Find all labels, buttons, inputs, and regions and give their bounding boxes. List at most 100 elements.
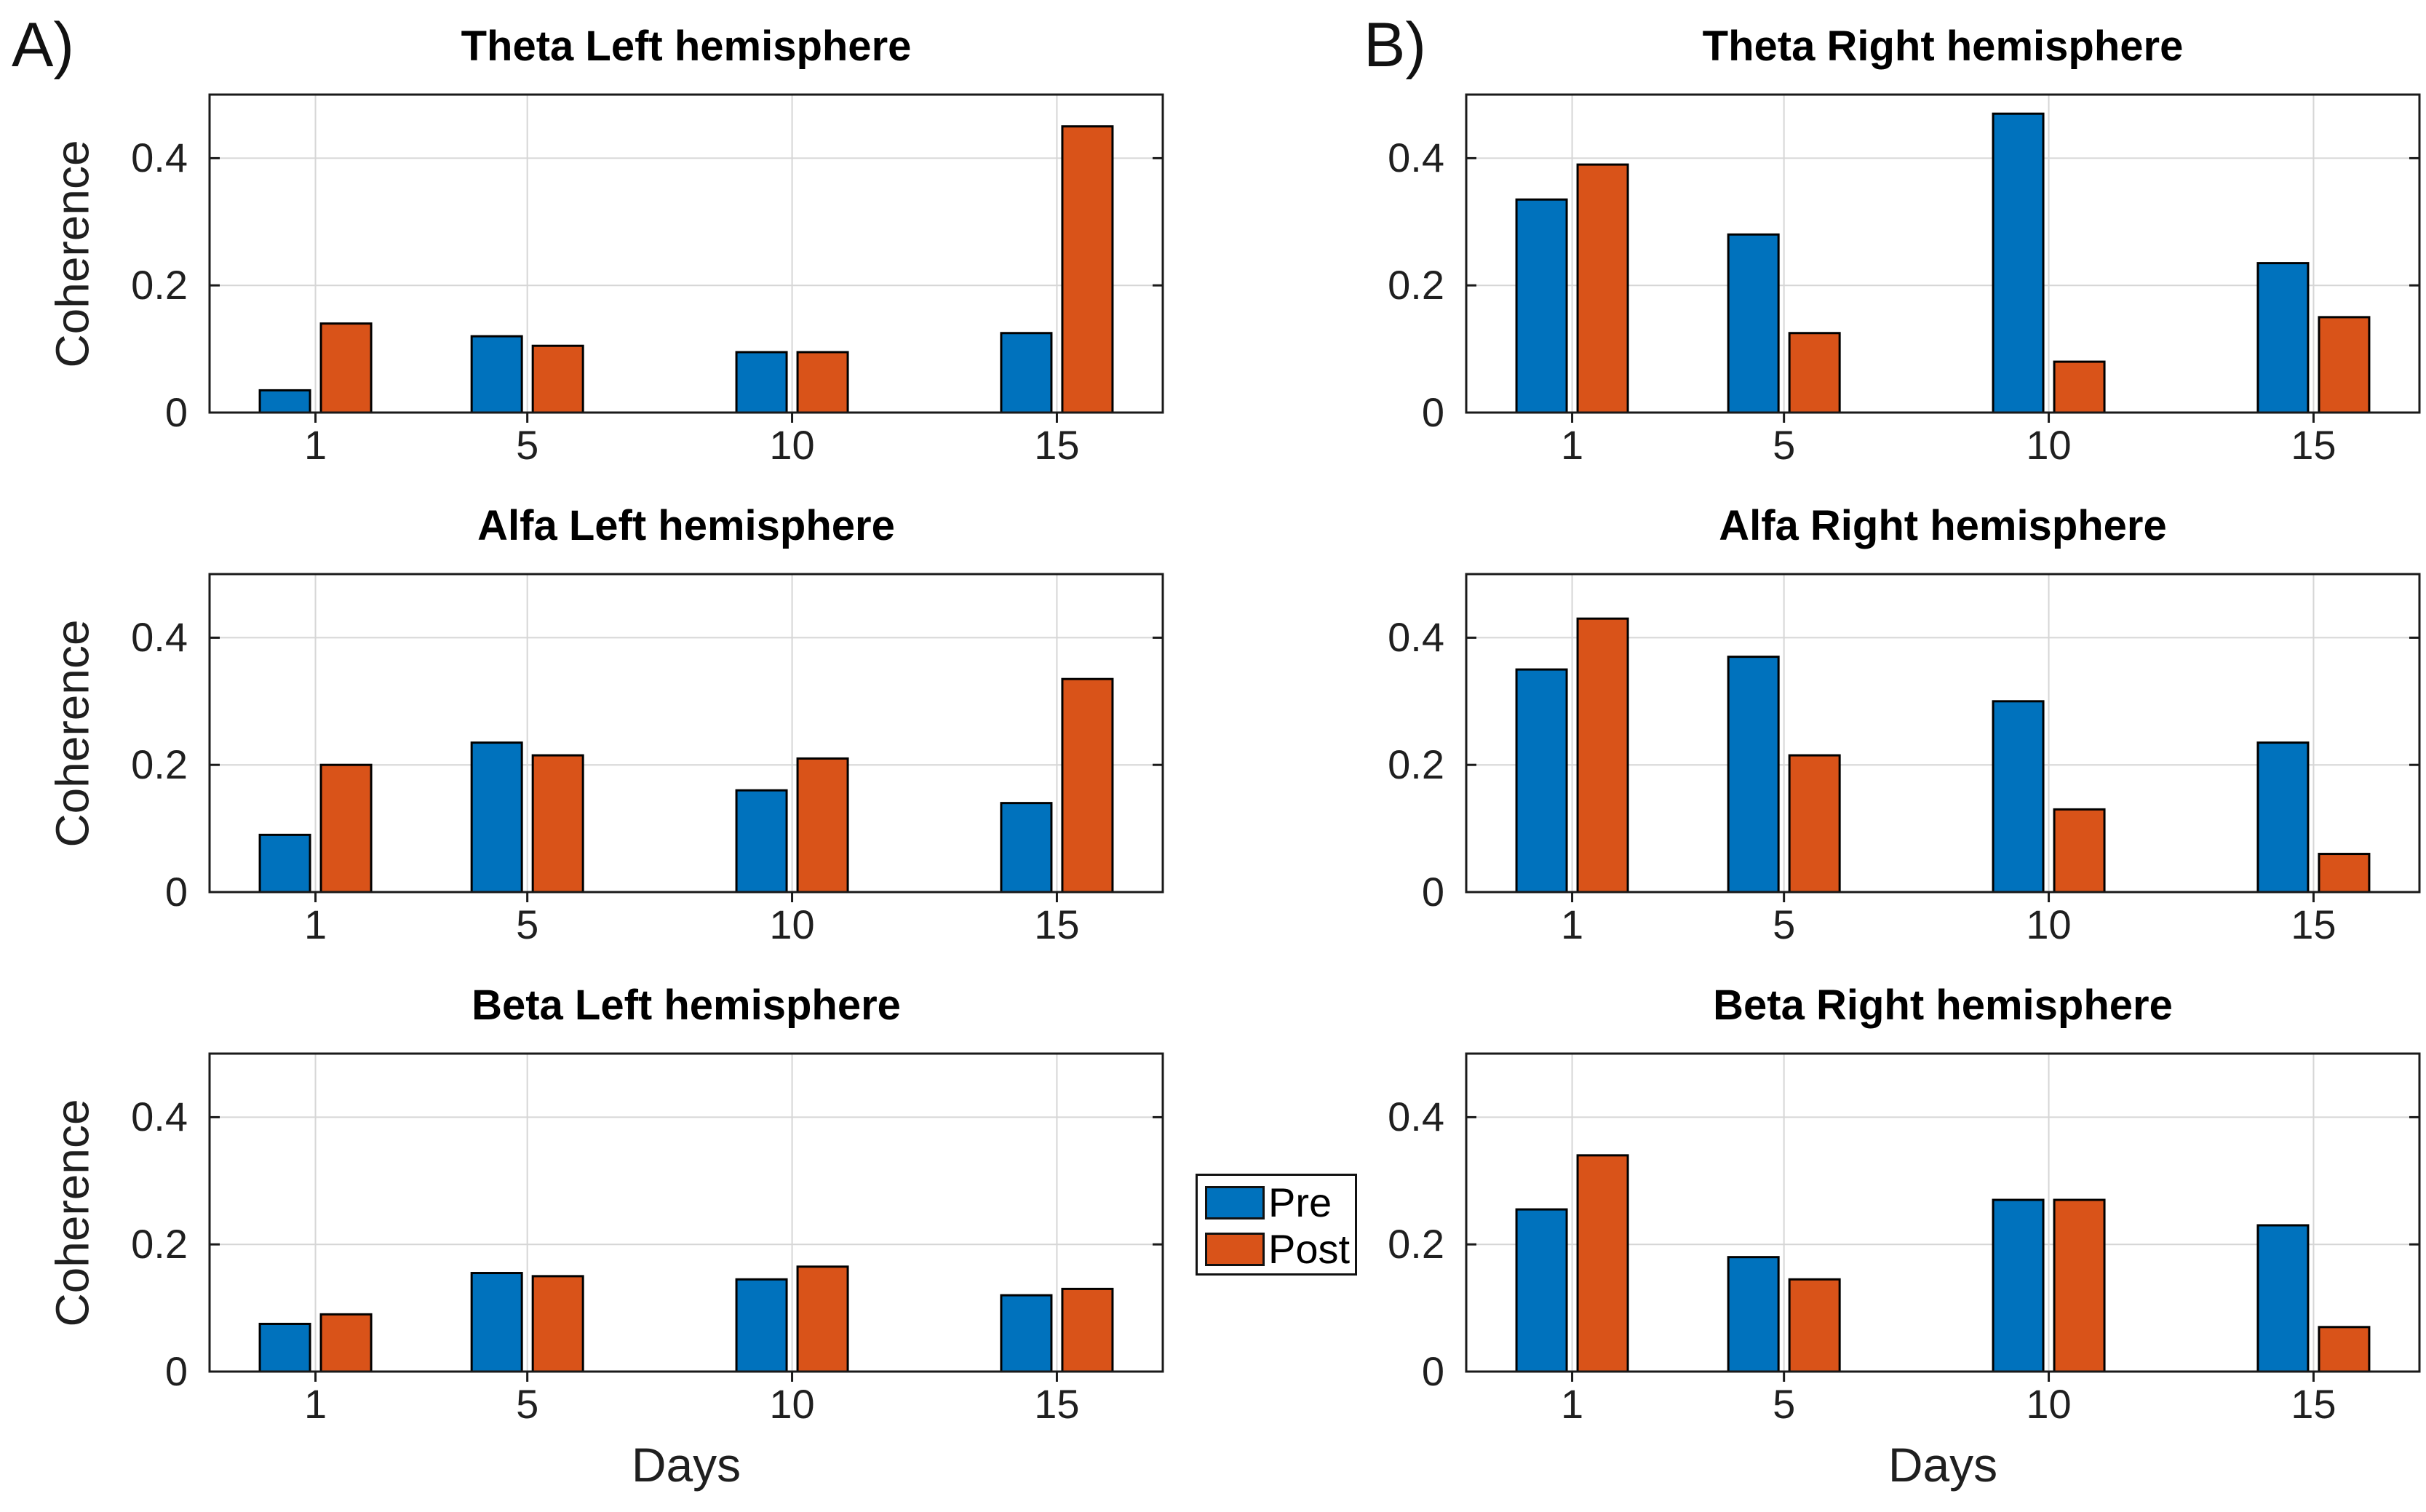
bar-series-post — [319, 125, 1114, 414]
bar-post-day15 — [1061, 125, 1114, 414]
bar-pre-day5 — [470, 335, 523, 414]
bar-post-day5 — [531, 1275, 584, 1373]
x-tick-label: 5 — [516, 422, 539, 468]
y-tick-label: 0.2 — [131, 1221, 188, 1268]
bar-pre-day10 — [1992, 112, 2045, 414]
subplot-beta-left: Beta Left hemisphere Coherence Days 0 0.2 0.4… — [47, 982, 1164, 1492]
x-tick-label: 1 — [1560, 422, 1584, 468]
bar-pre-day1 — [258, 1322, 311, 1373]
y-tick-label: 0 — [164, 389, 188, 435]
bar-series-pre — [1515, 112, 2310, 414]
x-tick-label: 15 — [1034, 1381, 1080, 1427]
bar-pre-day15 — [2256, 262, 2310, 414]
legend-swatch-pre — [1205, 1186, 1265, 1219]
x-axis-label: Days — [631, 1438, 741, 1492]
subplot-alfa-left: Alfa Left hemisphere Coherence 0 0.2 0.4 1 5 10… — [47, 502, 1164, 947]
y-tick-label: 0.4 — [131, 1094, 188, 1140]
chart-title: Beta Right hemisphere — [1713, 982, 2173, 1029]
bar-pre-day1 — [1515, 1208, 1568, 1373]
y-tick-label: 0.2 — [131, 741, 188, 788]
subplot-theta-right: Theta Right hemisphere 0 0.2 0.4 1 5 10 15 — [1388, 23, 2421, 468]
axes-box — [1465, 1052, 2421, 1373]
gridlines — [210, 1054, 1163, 1372]
legend-item-pre: Pre — [1205, 1179, 1332, 1225]
axes-box — [208, 93, 1164, 414]
bar-post-day10 — [2053, 808, 2106, 894]
x-tick-label: 15 — [2291, 902, 2336, 947]
bar-series-pre — [1515, 1198, 2310, 1373]
axis-ticks — [210, 1115, 1163, 1382]
bar-post-day5 — [1788, 754, 1841, 894]
axes-box — [1465, 93, 2421, 414]
bar-post-day5 — [531, 344, 584, 414]
bar-series-post — [1576, 617, 2371, 894]
subplot-beta-right: Beta Right hemisphere Days 0 0.2 0.4 1 5 10 15 — [1388, 982, 2421, 1492]
x-tick-label: 1 — [303, 1381, 327, 1427]
bar-series-pre — [258, 332, 1053, 414]
legend-label-pre: Pre — [1268, 1179, 1332, 1225]
y-tick-label: 0.2 — [1388, 741, 1444, 788]
x-axis-label: Days — [1888, 1438, 1998, 1492]
subplot-alfa-right: Alfa Right hemisphere 0 0.2 0.4 1 5 10 15 — [1388, 502, 2421, 947]
y-tick-label: 0.4 — [131, 135, 188, 181]
bar-pre-day10 — [1992, 1198, 2045, 1373]
bar-series-post — [1576, 1154, 2371, 1373]
y-tick-label: 0 — [1421, 869, 1444, 915]
x-tick-label: 10 — [769, 422, 815, 468]
chart-title: Theta Right hemisphere — [1702, 23, 2184, 70]
axis-ticks — [1466, 636, 2419, 902]
bar-pre-day10 — [735, 1278, 788, 1373]
bar-post-day15 — [1061, 1287, 1114, 1373]
bar-post-day1 — [1576, 163, 1629, 414]
y-tick-label: 0.4 — [1388, 135, 1444, 181]
x-tick-label: 15 — [2291, 422, 2336, 468]
x-tick-label: 1 — [303, 422, 327, 468]
chart-title: Alfa Left hemisphere — [477, 502, 895, 549]
axes-box — [208, 573, 1164, 894]
x-tick-label: 10 — [769, 1381, 815, 1427]
bar-series-post — [1576, 163, 2371, 414]
x-tick-label: 5 — [516, 1381, 539, 1427]
bar-pre-day5 — [1727, 233, 1780, 414]
x-tick-label: 5 — [1773, 1381, 1796, 1427]
bar-pre-day5 — [470, 1272, 523, 1373]
legend: Pre Post — [1196, 1174, 1357, 1276]
x-tick-label: 15 — [1034, 422, 1080, 468]
x-tick-label: 5 — [1773, 422, 1796, 468]
bar-series-pre — [1515, 656, 2310, 894]
bar-pre-day1 — [258, 833, 311, 894]
y-tick-label: 0 — [1421, 389, 1444, 435]
bar-post-day10 — [796, 1265, 849, 1373]
y-tick-label: 0.4 — [131, 614, 188, 661]
bar-pre-day5 — [470, 741, 523, 894]
bar-post-day5 — [531, 754, 584, 894]
x-tick-label: 15 — [2291, 1381, 2336, 1427]
bar-post-day15 — [1061, 677, 1114, 894]
plot-area — [1465, 573, 2421, 902]
x-tick-label: 10 — [2026, 902, 2072, 947]
bar-pre-day15 — [2256, 741, 2310, 894]
x-tick-label: 10 — [2026, 422, 2072, 468]
bar-post-day1 — [319, 1313, 373, 1373]
subplot-theta-left: Theta Left hemisphere Coherence 0 0.2 0.4 1 5 1… — [47, 23, 1164, 468]
y-tick-label: 0.2 — [1388, 262, 1444, 309]
plot-area — [208, 1052, 1164, 1382]
bar-pre-day15 — [1000, 802, 1053, 894]
axis-ticks — [210, 156, 1163, 423]
bar-pre-day15 — [1000, 332, 1053, 414]
bar-pre-day5 — [1727, 1256, 1780, 1373]
plot-area — [1465, 1052, 2421, 1382]
bar-pre-day15 — [1000, 1294, 1053, 1373]
axes-box — [208, 1052, 1164, 1373]
y-tick-label: 0.4 — [1388, 1094, 1444, 1140]
chart-title: Alfa Right hemisphere — [1719, 502, 2167, 549]
x-tick-label: 5 — [1773, 902, 1796, 947]
axes-box — [1465, 573, 2421, 894]
bar-post-day10 — [796, 757, 849, 894]
y-tick-label: 0 — [164, 869, 188, 915]
x-tick-label: 10 — [769, 902, 815, 947]
bar-post-day1 — [319, 322, 373, 414]
bar-pre-day10 — [735, 351, 788, 414]
bar-pre-day1 — [1515, 198, 1568, 414]
